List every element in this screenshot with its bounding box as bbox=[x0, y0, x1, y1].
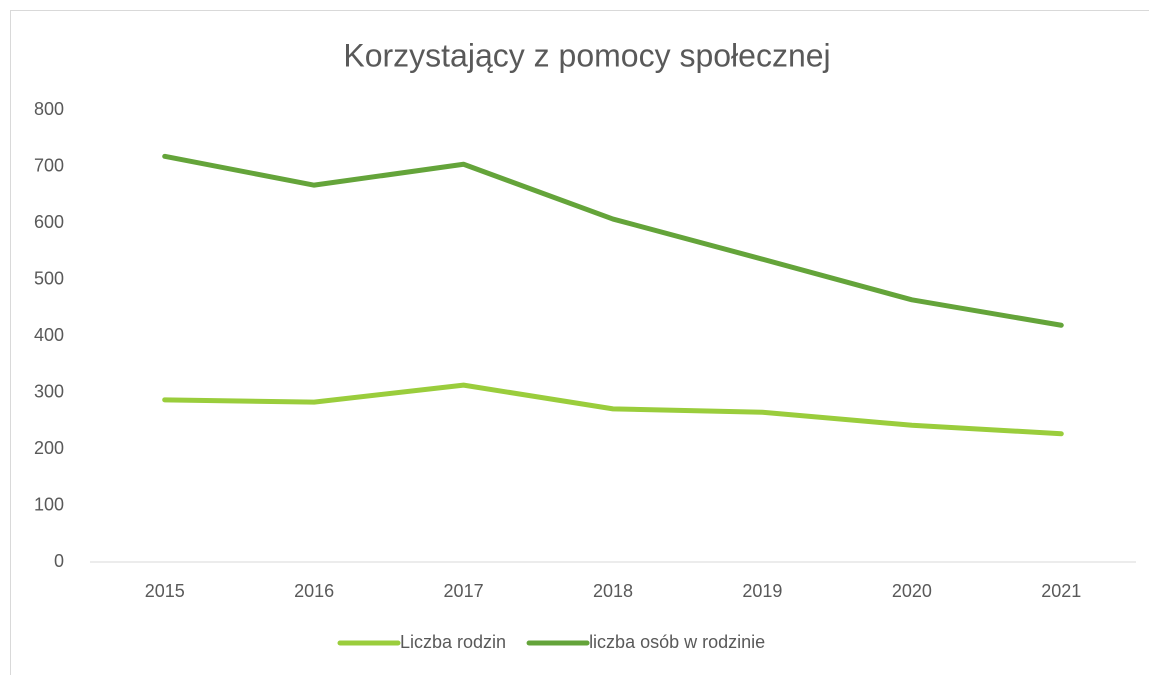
legend-label: liczba osób w rodzinie bbox=[589, 632, 765, 652]
y-tick-label: 500 bbox=[34, 268, 64, 288]
y-tick-label: 200 bbox=[34, 438, 64, 458]
y-tick-label: 700 bbox=[34, 155, 64, 175]
x-tick-label: 2021 bbox=[1041, 581, 1081, 601]
y-tick-label: 800 bbox=[34, 99, 64, 119]
series-line bbox=[162, 153, 1064, 328]
y-tick-label: 100 bbox=[34, 494, 64, 514]
x-tick-label: 2020 bbox=[892, 581, 932, 601]
chart-border bbox=[10, 10, 1149, 675]
y-tick-label: 600 bbox=[34, 212, 64, 232]
chart-title: Korzystający z pomocy społecznej bbox=[343, 37, 830, 73]
y-tick-label: 300 bbox=[34, 381, 64, 401]
y-tick-label: 0 bbox=[54, 551, 64, 571]
series-line bbox=[162, 382, 1064, 437]
y-tick-label: 400 bbox=[34, 325, 64, 345]
x-tick-label: 2019 bbox=[742, 581, 782, 601]
x-tick-label: 2018 bbox=[593, 581, 633, 601]
legend-label: Liczba rodzin bbox=[400, 632, 506, 652]
x-tick-label: 2015 bbox=[145, 581, 185, 601]
x-tick-label: 2017 bbox=[444, 581, 484, 601]
x-tick-label: 2016 bbox=[294, 581, 334, 601]
